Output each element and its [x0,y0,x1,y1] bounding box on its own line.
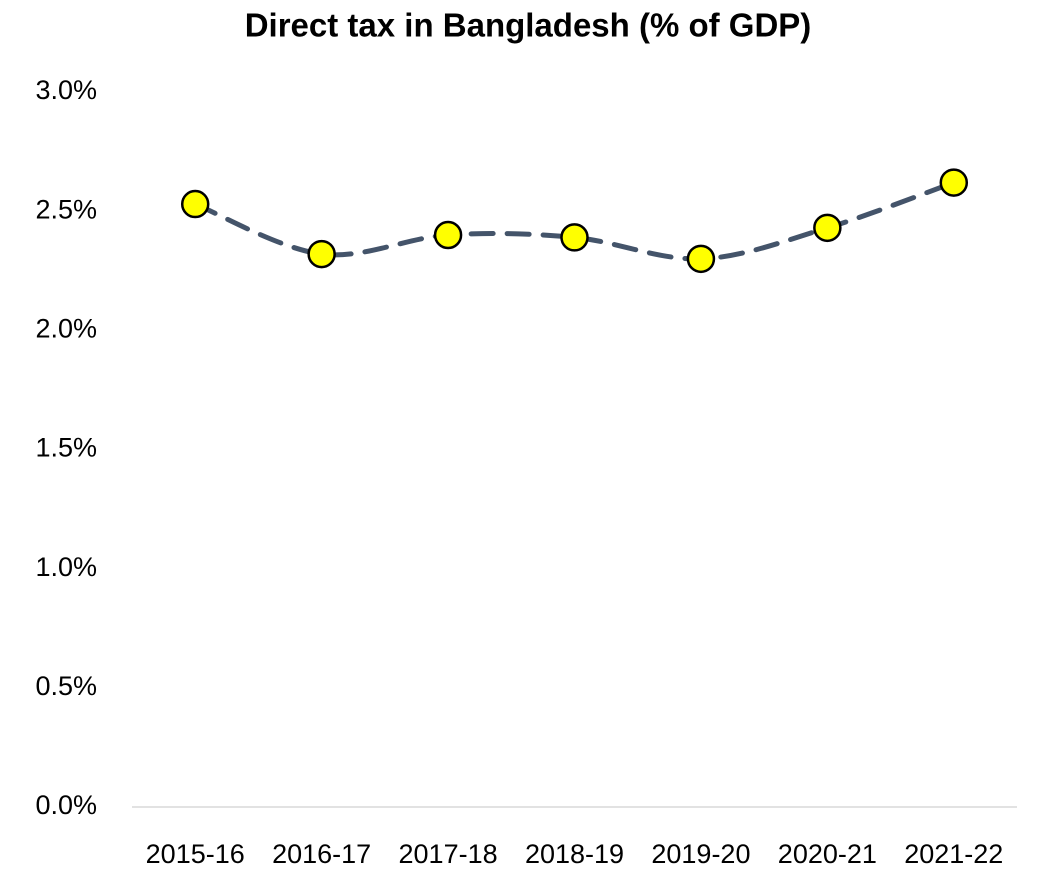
data-point [307,239,336,269]
y-tick-label: 0.5% [35,671,97,701]
data-point [180,189,210,219]
y-tick-label: 1.0% [35,552,97,582]
x-tick-label: 2018-19 [525,839,624,869]
data-point [813,213,842,243]
y-tick-label: 1.5% [35,433,97,463]
x-tick-label: 2015-16 [146,839,245,869]
x-tick-label: 2021-22 [904,839,1003,869]
y-tick-label: 0.0% [35,790,97,820]
data-point [686,244,716,274]
y-tick-label: 2.0% [35,313,97,343]
data-point [560,223,589,252]
x-tick-label: 2016-17 [272,839,371,869]
x-tick-label: 2020-21 [778,839,877,869]
x-tick-label: 2017-18 [399,839,498,869]
x-tick-label: 2019-20 [651,839,750,869]
data-point [939,168,969,197]
y-tick-label: 2.5% [35,194,97,224]
data-point [433,220,463,250]
y-tick-label: 3.0% [35,75,97,105]
chart-title: Direct tax in Bangladesh (% of GDP) [245,7,812,44]
